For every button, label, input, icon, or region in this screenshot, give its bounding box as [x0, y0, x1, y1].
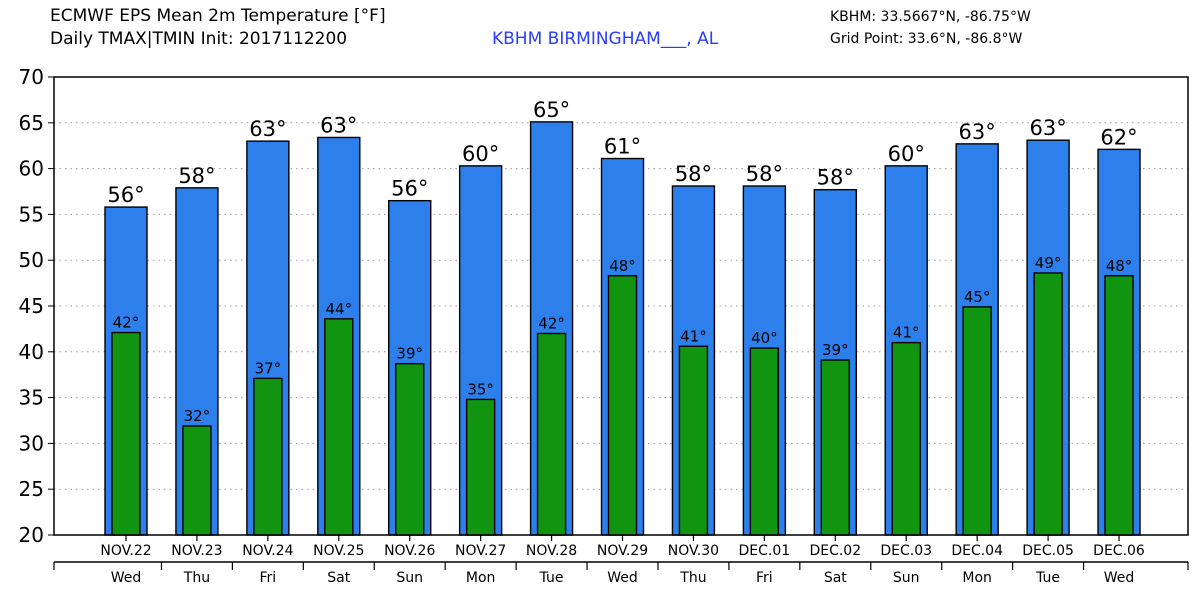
tmin-label: 48°	[609, 257, 636, 275]
weekday-label: Tue	[1035, 570, 1060, 586]
tmin-bar-nov-30	[678, 345, 709, 536]
y-tick-label: 55	[19, 202, 44, 226]
tmin-label: 32°	[184, 407, 211, 425]
tmax-label: 62°	[1100, 125, 1137, 149]
tmin-label: 42°	[538, 314, 565, 332]
tmin-label: 39°	[396, 345, 423, 363]
tmin-label: 45°	[964, 288, 991, 306]
tmax-label: 58°	[817, 166, 854, 190]
tmin-label: 41°	[893, 324, 920, 342]
tmax-label: 60°	[888, 142, 925, 166]
tmin-bar-dec-06	[1104, 275, 1134, 536]
x-tick-label: NOV.22	[100, 543, 151, 559]
tmax-label: 58°	[675, 162, 712, 186]
y-tick-label: 60	[19, 157, 44, 181]
tmax-label: 56°	[391, 177, 428, 201]
tmin-bar-dec-02	[820, 359, 850, 536]
weekday-label: Wed	[1104, 570, 1135, 586]
tmin-label: 37°	[255, 359, 282, 377]
tmin-bar-dec-05	[1033, 272, 1063, 536]
weekday-label: Sat	[327, 570, 350, 586]
tmin-label: 44°	[325, 300, 352, 318]
y-tick-label: 30	[19, 431, 44, 455]
y-tick-label: 45	[19, 294, 44, 318]
y-tick-label: 35	[19, 386, 44, 410]
y-tick-label: 50	[19, 248, 44, 272]
tmin-bar-nov-29	[607, 275, 638, 536]
x-tick-label: NOV.30	[668, 543, 719, 559]
x-tick-label: DEC.05	[1022, 543, 1074, 559]
x-tick-label: NOV.24	[242, 543, 293, 559]
tmax-label: 58°	[178, 164, 215, 188]
weekday-label: Mon	[466, 570, 496, 586]
weekday-label: Tue	[539, 570, 564, 586]
weekday-label: Wed	[607, 570, 638, 586]
tmax-label: 63°	[320, 113, 357, 137]
weekday-label: Sun	[396, 570, 423, 586]
tmin-bar-dec-04	[962, 306, 992, 536]
tmin-bar-nov-25	[324, 318, 354, 536]
tmin-label: 41°	[680, 327, 707, 345]
tmin-label: 42°	[113, 314, 140, 332]
tmax-label: 65°	[533, 98, 570, 122]
weekday-label: Sat	[824, 570, 847, 586]
station-coords: KBHM: 33.5667°N, -86.75°W	[830, 9, 1031, 25]
tmax-label: 61°	[604, 135, 641, 159]
chart-subtitle: Daily TMAX|TMIN Init: 2017112200	[50, 29, 348, 49]
weekday-label: Thu	[679, 570, 706, 586]
x-tick-label: DEC.02	[809, 543, 861, 559]
tmin-bar-nov-28	[536, 332, 567, 536]
x-tick-label: DEC.06	[1093, 543, 1145, 559]
weekday-label: Mon	[962, 570, 992, 586]
weekday-label: Fri	[756, 570, 773, 586]
y-tick-label: 70	[19, 65, 44, 89]
y-tick-label: 65	[19, 111, 44, 135]
tmin-label: 35°	[467, 380, 494, 398]
x-tick-label: DEC.04	[951, 543, 1003, 559]
tmax-label: 63°	[959, 120, 996, 144]
tmax-label: 58°	[746, 162, 783, 186]
tmin-bar-nov-24	[253, 377, 283, 536]
y-tick-label: 25	[19, 477, 44, 501]
weekday-label: Sun	[893, 570, 920, 586]
tmin-bar-nov-26	[395, 363, 425, 536]
tmin-bar-nov-22	[111, 331, 141, 536]
tmin-bar-dec-03	[891, 341, 921, 536]
x-tick-label: NOV.28	[526, 543, 577, 559]
tmin-label: 40°	[751, 329, 778, 347]
station-name: KBHM BIRMINGHAM___, AL	[492, 29, 719, 49]
tmax-label: 60°	[462, 142, 499, 166]
x-tick-label: NOV.25	[313, 543, 364, 559]
x-tick-label: NOV.29	[597, 543, 648, 559]
tmin-bar-dec-01	[749, 347, 780, 536]
x-tick-label: NOV.27	[455, 543, 506, 559]
tmin-label: 39°	[822, 341, 849, 359]
tmin-bar-nov-23	[182, 425, 212, 536]
y-tick-label: 20	[19, 523, 44, 547]
x-tick-label: NOV.26	[384, 543, 435, 559]
chart-title: ECMWF EPS Mean 2m Temperature [°F]	[50, 6, 386, 26]
tmax-label: 63°	[1029, 116, 1066, 140]
x-tick-label: DEC.01	[739, 543, 791, 559]
tmax-label: 63°	[249, 117, 286, 141]
weekday-label: Thu	[183, 570, 210, 586]
tmin-label: 48°	[1106, 257, 1133, 275]
weekday-label: Wed	[111, 570, 142, 586]
y-tick-label: 40	[19, 340, 44, 364]
weekday-label: Fri	[260, 570, 277, 586]
grid-point: Grid Point: 33.6°N, -86.8°W	[830, 31, 1023, 47]
tmax-label: 56°	[107, 183, 144, 207]
x-tick-label: NOV.23	[171, 543, 222, 559]
x-tick-label: DEC.03	[880, 543, 932, 559]
plot-frame	[53, 76, 1189, 536]
tmin-bar-nov-27	[465, 398, 496, 536]
tmin-label: 49°	[1035, 254, 1062, 272]
